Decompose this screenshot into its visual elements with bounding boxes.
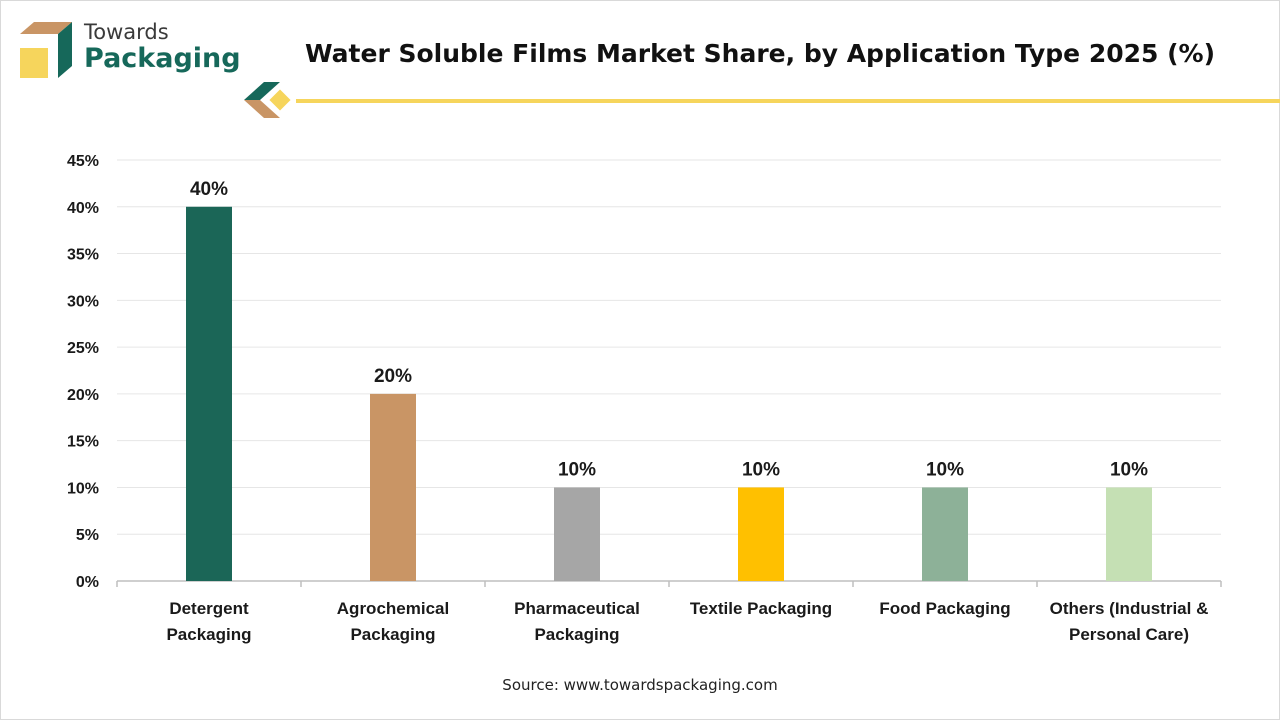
y-tick-label: 35% [67, 247, 99, 264]
chart-title: Water Soluble Films Market Share, by App… [305, 39, 1215, 68]
x-tick-label: Packaging [350, 625, 435, 644]
x-tick-label: Detergent [169, 599, 249, 618]
data-label: 10% [742, 459, 780, 480]
x-tick-label: Agrochemical [337, 599, 449, 618]
y-tick-label: 20% [67, 387, 99, 404]
bar [738, 487, 784, 581]
bar [922, 487, 968, 581]
source-note: Source: www.towardspackaging.com [502, 676, 778, 694]
bar [554, 487, 600, 581]
y-tick-label: 40% [67, 200, 99, 217]
title-divider [242, 80, 1280, 122]
divider-yellow-diamond [266, 86, 294, 114]
data-label: 20% [374, 366, 412, 387]
logo-cube-icon [20, 22, 72, 78]
x-tick-label: Personal Care) [1069, 625, 1189, 644]
y-tick-label: 5% [76, 527, 99, 544]
towards-packaging-logo: Towards Packaging [18, 20, 241, 82]
x-tick-label: Food Packaging [879, 599, 1010, 618]
divider-line [296, 99, 1280, 103]
y-tick-label: 25% [67, 340, 99, 357]
x-tick-label: Packaging [534, 625, 619, 644]
x-tick-label: Others (Industrial & [1050, 599, 1209, 618]
y-tick-label: 30% [67, 293, 99, 310]
logo-text-packaging: Packaging [84, 43, 241, 74]
data-label: 10% [1110, 459, 1148, 480]
y-tick-label: 45% [67, 153, 99, 170]
data-label: 40% [190, 179, 228, 200]
bar [186, 206, 232, 581]
data-label: 10% [558, 459, 596, 480]
x-tick-label: Packaging [166, 625, 251, 644]
divider-green-chevron [244, 82, 280, 100]
y-tick-label: 0% [76, 574, 99, 591]
y-tick-label: 10% [67, 480, 99, 497]
x-tick-label: Pharmaceutical [514, 599, 640, 618]
logo-text-towards: Towards [84, 20, 169, 44]
bar [1106, 487, 1152, 581]
x-tick-label: Textile Packaging [690, 599, 832, 618]
divider-tan-chevron [244, 100, 280, 118]
y-tick-label: 15% [67, 434, 99, 451]
data-label: 10% [926, 459, 964, 480]
bar [370, 393, 416, 581]
